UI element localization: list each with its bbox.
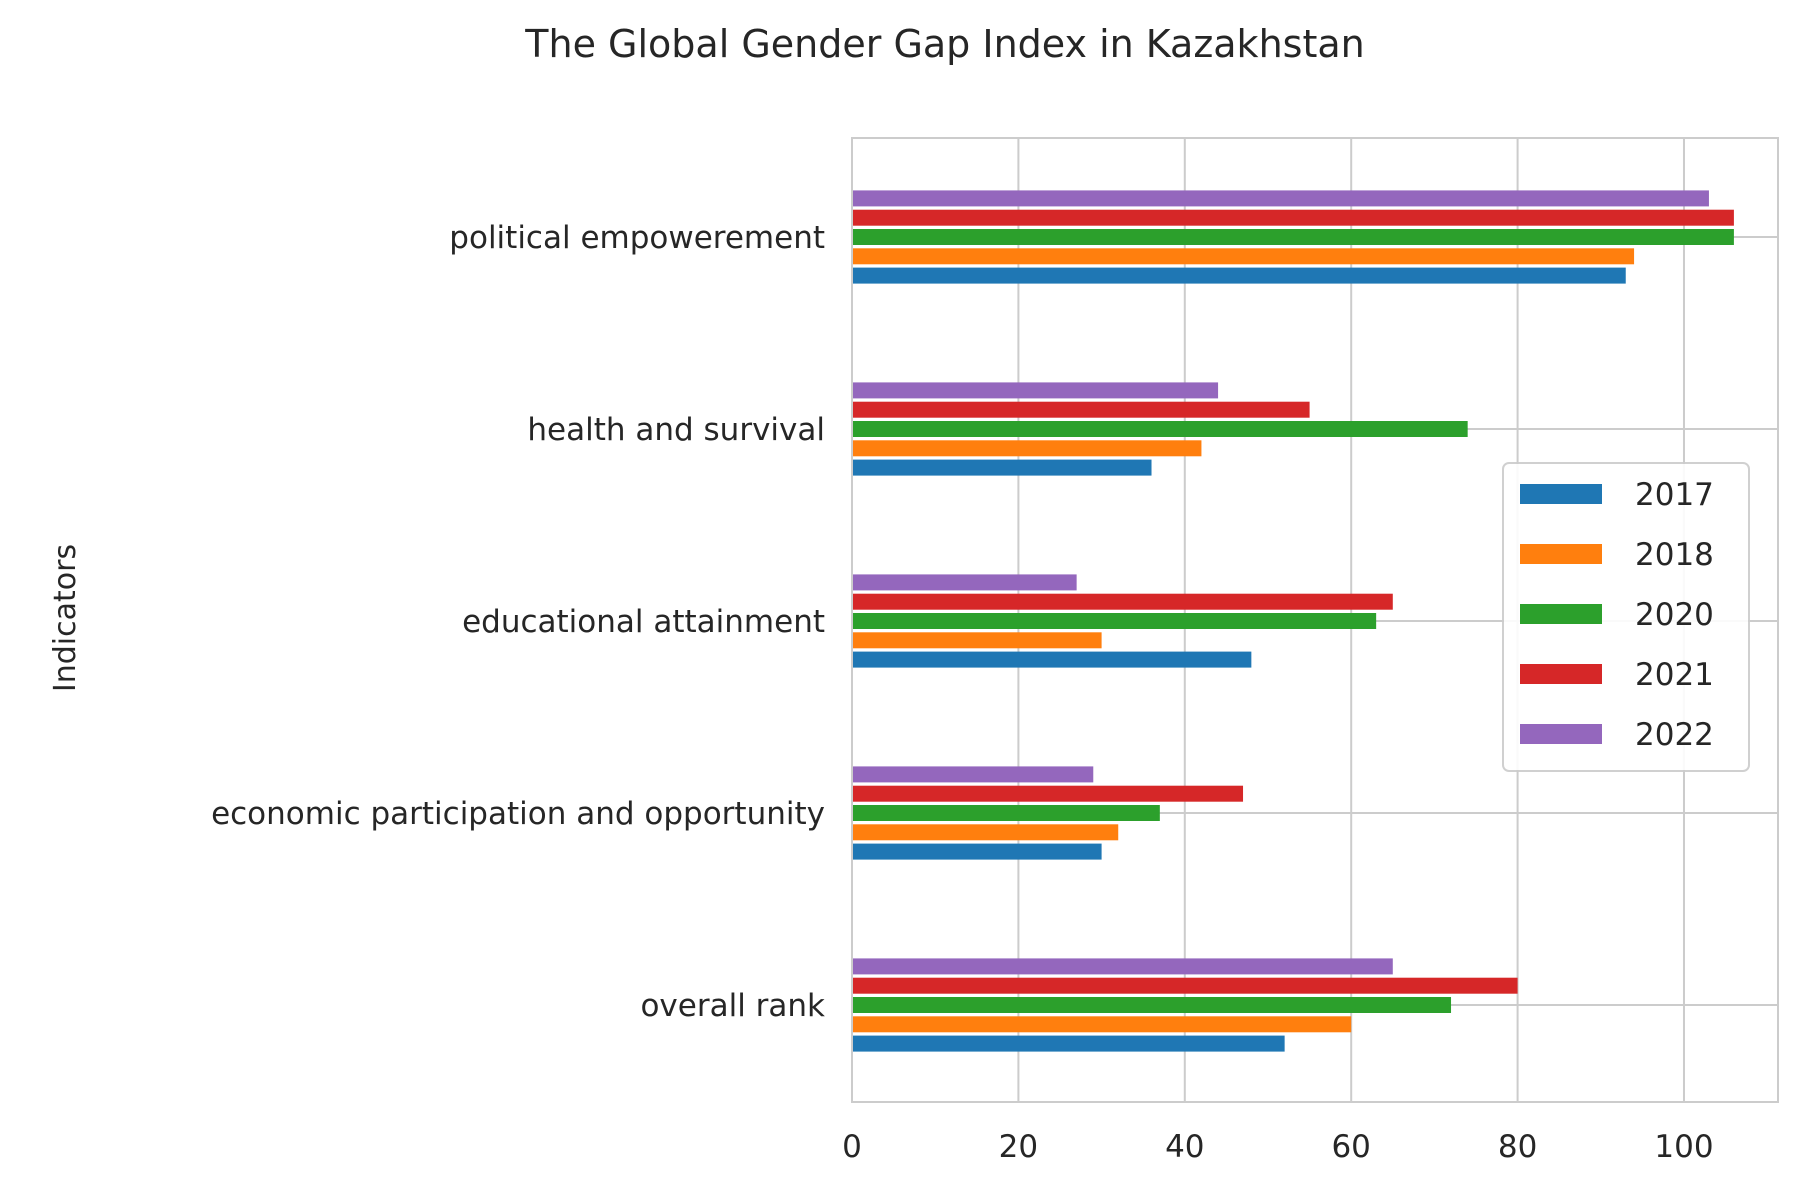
y-tick-label-4: political empowerement — [449, 220, 825, 256]
legend-swatch-2021 — [1520, 664, 1602, 684]
bar-2021-0 — [852, 977, 1518, 994]
bar-2018-4 — [852, 248, 1635, 265]
bar-2018-3 — [852, 440, 1202, 457]
legend-label-2017: 2017 — [1635, 477, 1714, 513]
bar-2020-1 — [852, 805, 1160, 821]
bar-2021-4 — [852, 209, 1734, 226]
legend-swatch-2022 — [1520, 724, 1602, 744]
bar-2020-0 — [852, 997, 1452, 1013]
legend-label-2018: 2018 — [1635, 537, 1714, 573]
bar-2020-2 — [852, 613, 1377, 629]
legend-swatch-2018 — [1520, 544, 1602, 564]
x-ticks: 0 20 40 60 80 100 — [842, 1129, 1713, 1165]
y-tick-label-3: health and survival — [527, 412, 825, 448]
x-tick-label-1: 20 — [999, 1129, 1038, 1165]
bar-2018-1 — [852, 824, 1119, 841]
bar-2018-2 — [852, 632, 1102, 649]
bar-2018-0 — [852, 1016, 1352, 1033]
y-tick-label-2: educational attainment — [462, 604, 825, 640]
legend-box — [1502, 462, 1750, 772]
x-tick-label-5: 100 — [1654, 1129, 1713, 1165]
bar-2017-2 — [852, 651, 1252, 668]
legend: 2017 2018 2020 2021 2022 — [1502, 462, 1750, 772]
bar-2017-3 — [852, 459, 1152, 476]
legend-label-2020: 2020 — [1635, 597, 1714, 633]
bar-2021-1 — [852, 785, 1244, 802]
bar-2022-0 — [852, 958, 1393, 975]
chart-title: The Global Gender Gap Index in Kazakhsta… — [524, 22, 1364, 66]
x-tick-label-4: 80 — [1498, 1129, 1537, 1165]
x-tick-label-0: 0 — [842, 1129, 862, 1165]
bar-2020-4 — [852, 229, 1734, 245]
legend-swatch-2017 — [1520, 484, 1602, 504]
bar-2022-3 — [852, 382, 1219, 399]
plot-frame — [851, 137, 1779, 1103]
bar-2020-3 — [852, 421, 1468, 437]
bar-2022-4 — [852, 190, 1709, 207]
bars — [852, 190, 1734, 1052]
bar-2021-2 — [852, 593, 1393, 610]
bar-2017-4 — [852, 267, 1626, 284]
bar-2017-0 — [852, 1035, 1285, 1052]
bar-2017-1 — [852, 843, 1102, 860]
legend-label-2021: 2021 — [1635, 657, 1714, 693]
y-tick-label-0: overall rank — [640, 988, 825, 1024]
legend-label-2022: 2022 — [1635, 717, 1714, 753]
bar-2021-3 — [852, 401, 1310, 418]
legend-swatch-2020 — [1520, 604, 1602, 624]
bar-2022-1 — [852, 766, 1094, 783]
y-axis-label: Indicators — [48, 544, 83, 692]
y-ticks: overall rank economic participation and o… — [211, 220, 825, 1024]
y-tick-label-1: economic participation and opportunity — [211, 796, 825, 832]
bar-2022-2 — [852, 574, 1077, 591]
x-tick-label-2: 40 — [1165, 1129, 1204, 1165]
x-tick-label-3: 60 — [1331, 1129, 1370, 1165]
